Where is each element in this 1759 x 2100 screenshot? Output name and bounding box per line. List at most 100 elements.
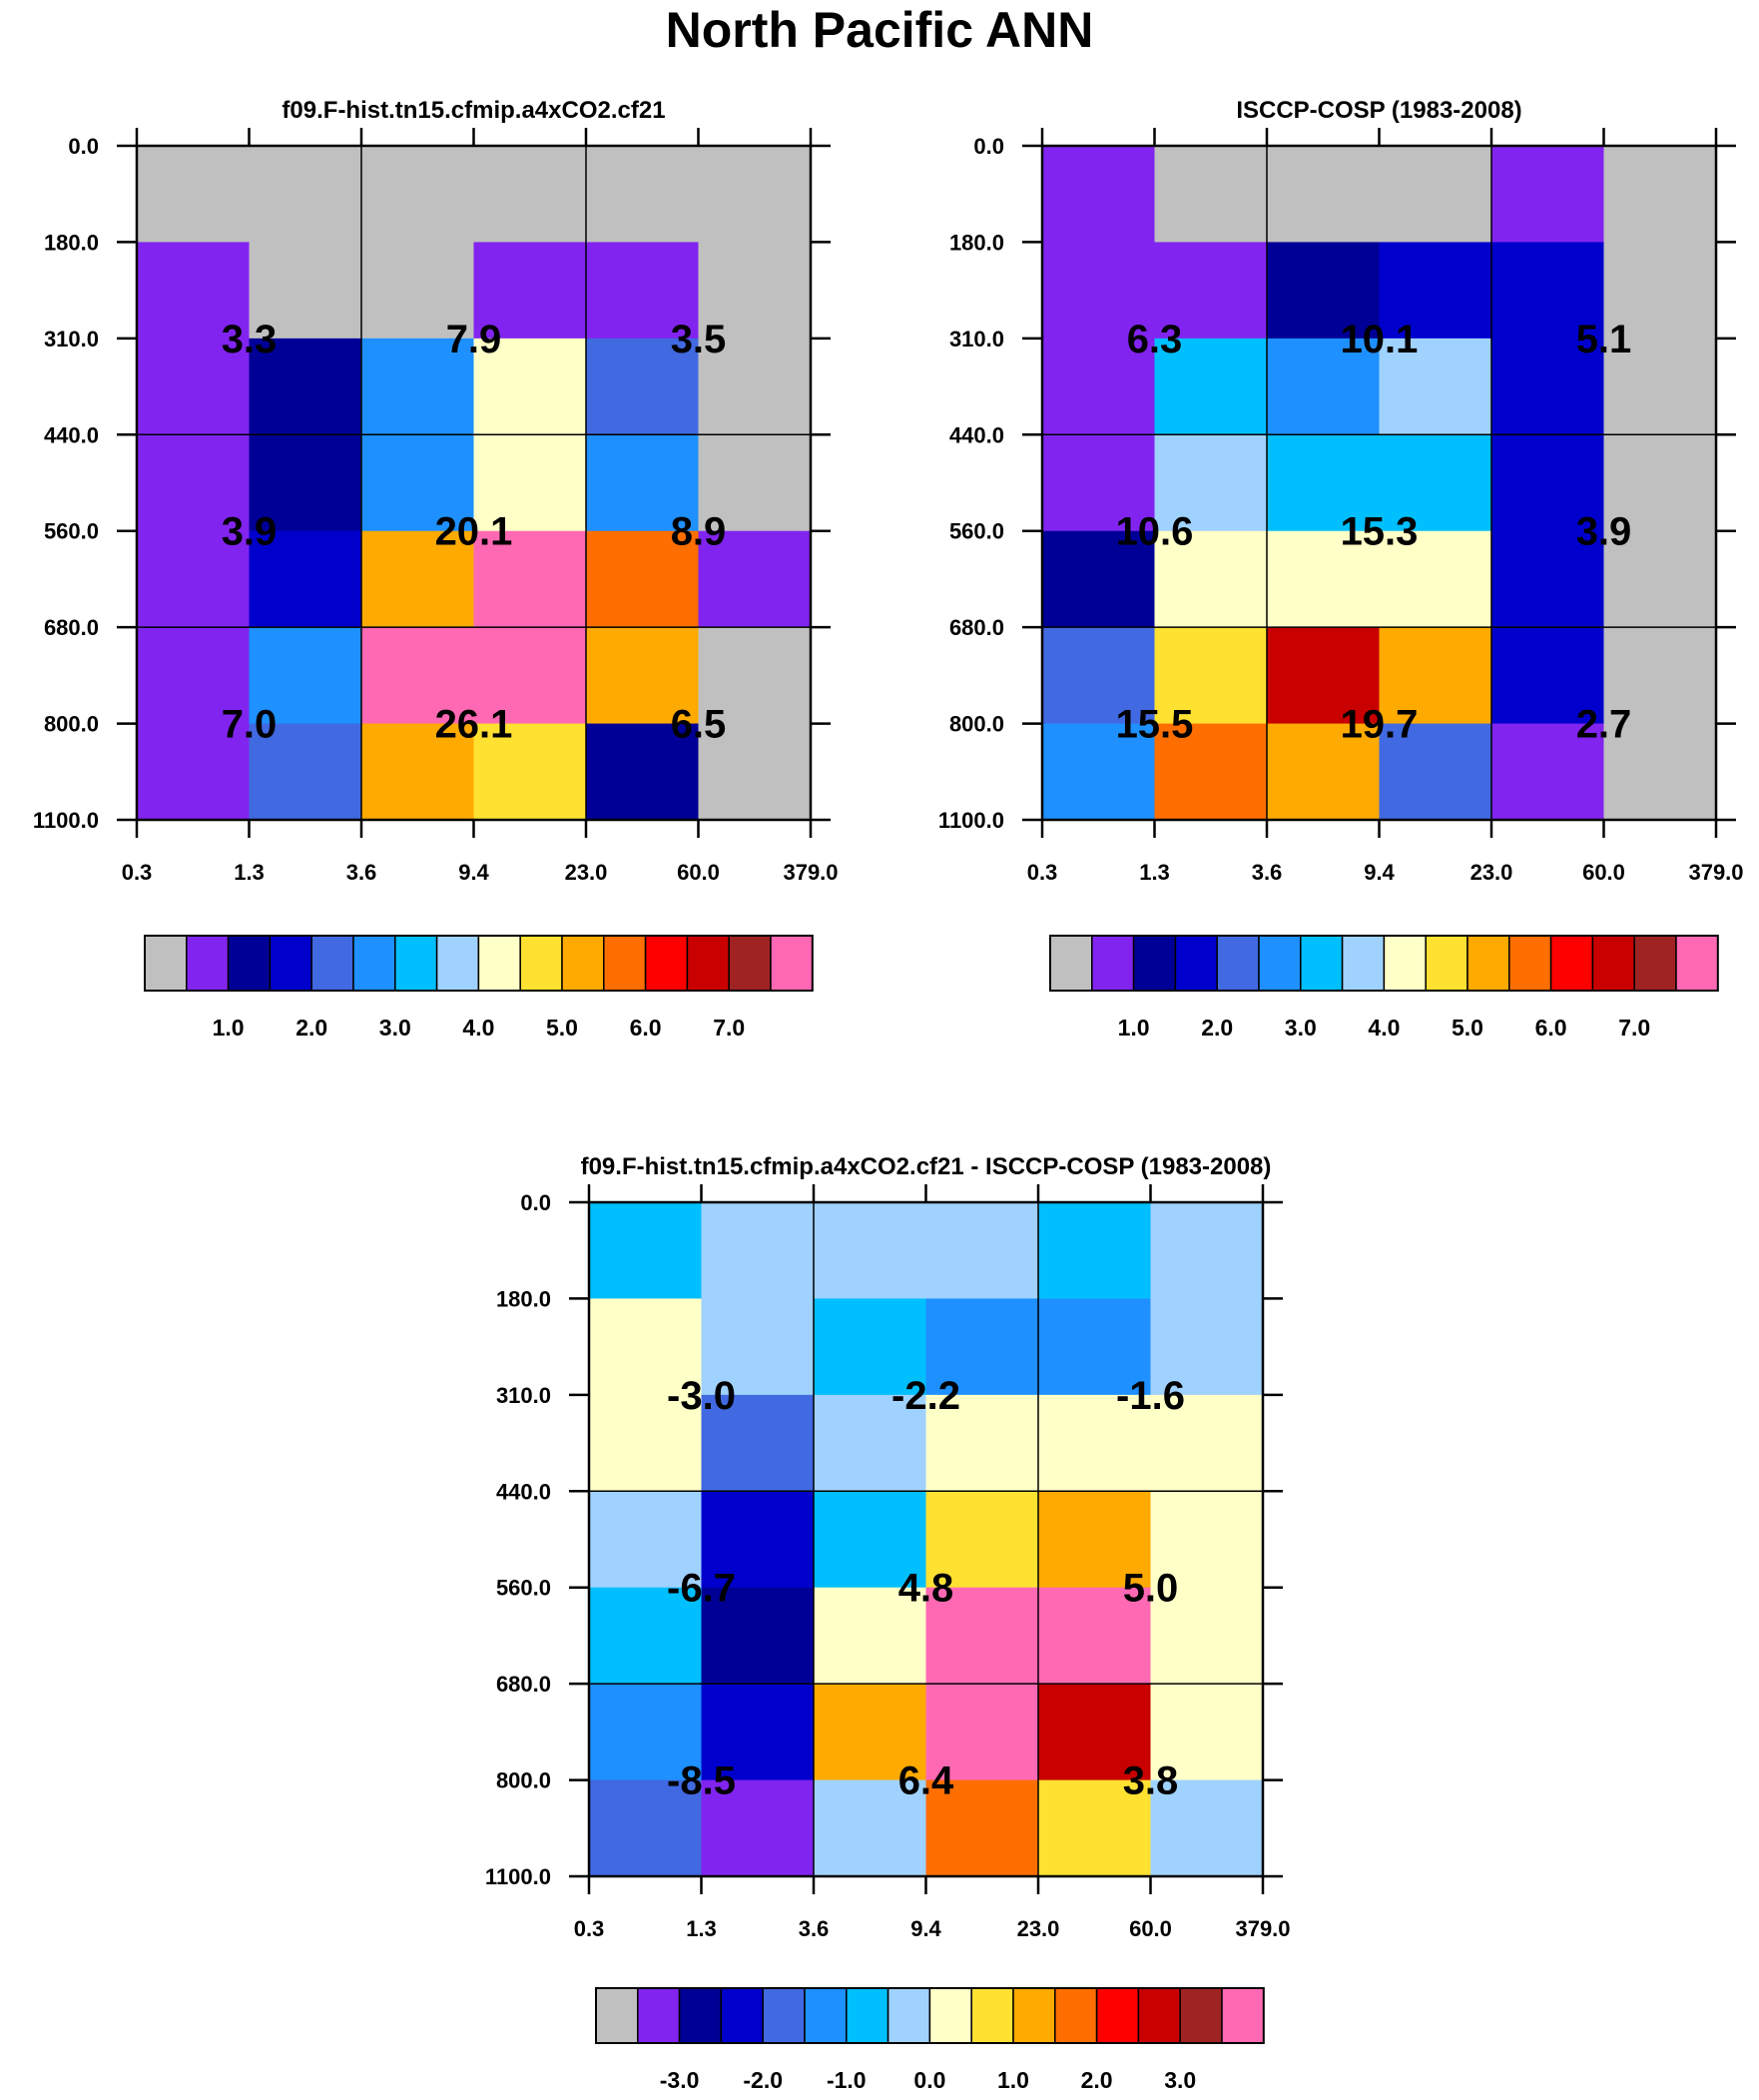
heatmap-cell [1267,242,1381,340]
heatmap-cell [473,530,587,628]
y-tick-label: 1100.0 [485,1864,551,1889]
heatmap-cell [586,338,700,435]
x-tick-label: 3.6 [799,1916,830,1941]
colorbar-label: -1.0 [827,2067,867,2093]
box-value-label: 15.5 [1116,703,1194,747]
colorbar-swatch [1508,935,1552,992]
colorbar-swatch [762,1987,806,2044]
x-tick-label: 23.0 [565,860,608,885]
x-tick-label: 23.0 [1017,1916,1060,1941]
heatmap-cell [1042,434,1156,532]
colorbar-label: 4.0 [1368,1015,1400,1041]
heatmap-cell [698,723,812,821]
box-value-label: 5.1 [1576,318,1632,361]
heatmap-cell [586,723,700,821]
colorbar-swatch [186,935,230,992]
heatmap-cell [1042,530,1156,628]
colorbar-swatch [1095,1987,1140,2044]
heatmap-cell [1491,338,1605,435]
colorbar-frame [595,1987,1265,2044]
y-tick-label: 680.0 [44,615,99,640]
colorbar-swatch [637,1987,681,2044]
colorbar-swatch [970,1987,1014,2044]
heatmap-cell [1154,338,1268,435]
heatmap-cell [1154,723,1268,821]
heatmap-cell [698,434,812,532]
heatmap-cell [1154,242,1268,340]
heatmap-cell [1603,338,1717,435]
colorbar-swatch [644,935,689,992]
x-tick-label: 60.0 [1129,1916,1172,1941]
heatmap-cell [1042,146,1156,244]
heatmap-cell [1154,146,1268,244]
y-tick-label: 310.0 [44,327,99,351]
box-value-label: 20.1 [435,510,513,554]
colorbar-label: 0.0 [913,2067,945,2093]
heatmap-cell [1150,1779,1264,1877]
heatmap-cell [1154,530,1268,628]
heatmap-cell [701,1202,815,1300]
box-value-label: -6.7 [667,1567,736,1611]
colorbar-label: 5.0 [1452,1015,1483,1041]
box-value-label: -1.6 [1116,1374,1185,1418]
x-tick-label: 0.3 [574,1916,605,1941]
heatmap-cell [1038,1202,1152,1300]
heatmap-cell [1150,1394,1264,1492]
heatmap-cell [698,146,812,244]
heatmap-cell [698,242,812,340]
colorbar-swatch [603,935,647,992]
panel-diff: f09.F-hist.tn15.cfmip.a4xCO2.cf21 - ISCC… [485,1153,1291,2093]
heatmap-cell [1267,723,1381,821]
colorbar-label: 2.0 [1081,2067,1113,2093]
colorbar-swatch [1466,935,1510,992]
colorbar-label: 6.0 [1535,1015,1567,1041]
heatmap-cell [701,1779,815,1877]
box-value-label: -2.2 [891,1374,960,1418]
heatmap-cell [925,1202,1039,1300]
colorbar-swatch [1300,935,1344,992]
x-tick-label: 60.0 [677,860,720,885]
y-tick-label: 0.0 [520,1190,551,1215]
heatmap-cell [249,338,362,435]
colorbar-swatch [1012,1987,1056,2044]
heatmap-cell [1379,338,1492,435]
heatmap-cell [814,1779,927,1877]
heatmap-cell [1150,1684,1264,1781]
heatmap-cell [1038,1684,1152,1781]
heatmap-cell [1603,723,1717,821]
y-tick-label: 560.0 [44,519,99,544]
panel-obs: ISCCP-COSP (1983-2008) 0.0 180.0 310.0 440.0… [938,97,1744,1041]
heatmap-cell [589,1684,703,1781]
box-value-label: 3.9 [222,510,278,554]
x-tick-label: 9.4 [910,1916,941,1941]
box-value-label: 26.1 [435,703,513,747]
y-tick-label: 1100.0 [938,808,1004,833]
colorbar-swatch [1091,935,1135,992]
heatmap-cell [361,627,475,725]
heatmap-cell [586,530,700,628]
heatmap-cell [361,530,475,628]
heatmap-cell [249,627,362,725]
heatmap-cell [137,434,251,532]
x-tick-label: 3.6 [1252,860,1283,885]
heatmap-cell [698,627,812,725]
colorbar-swatch [1549,935,1594,992]
y-tick-label: 310.0 [496,1383,551,1408]
heatmap-cell [1379,434,1492,532]
heatmap-cell [1267,146,1381,244]
heatmap-cell [925,1684,1039,1781]
colorbar-swatch [1341,935,1386,992]
heatmap-cell [701,1587,815,1685]
y-tick-label: 180.0 [949,230,1004,255]
heatmap-cell [249,723,362,821]
colorbar-label: 2.0 [295,1015,327,1041]
heatmap-cell [586,434,700,532]
heatmap-cell [586,627,700,725]
heatmap-cell [1154,434,1268,532]
y-tick-label: 0.0 [68,134,99,159]
y-tick-label: 680.0 [496,1672,551,1697]
box-value-label: 19.7 [1341,703,1419,747]
colorbar-swatch [1675,935,1719,992]
colorbar-swatch [1591,935,1635,992]
heatmap-cell [1038,1779,1152,1877]
